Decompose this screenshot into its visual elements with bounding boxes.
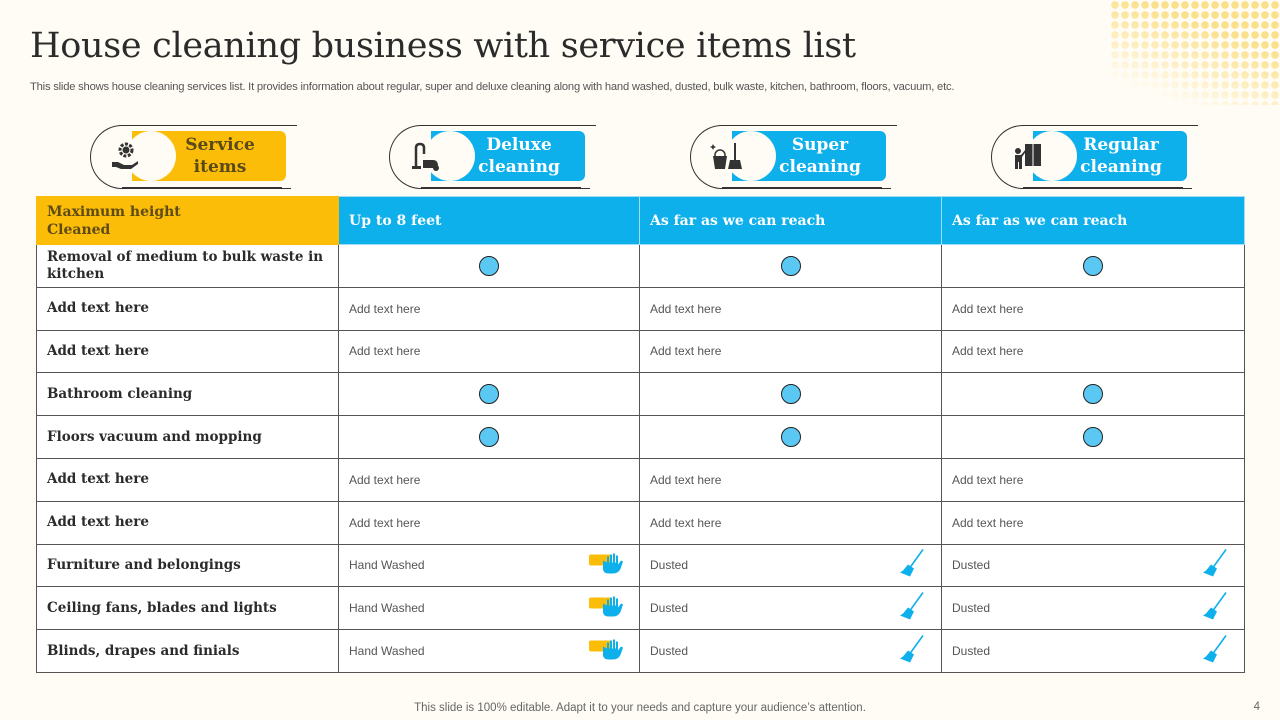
included-dot-cell: [338, 372, 640, 417]
table-cell: Dusted: [639, 543, 942, 588]
row-label: Ceiling fans, blades and lights: [36, 586, 339, 631]
window-cleaner-icon: [1005, 135, 1049, 179]
included-dot-icon: [780, 384, 801, 405]
broom-icon: [899, 635, 925, 668]
included-dot-icon: [780, 255, 801, 276]
table-cell: Add text here: [338, 286, 640, 331]
included-dot-cell: [639, 244, 942, 288]
table-header-row: Maximum height Cleaned Up to 8 feet As fa…: [36, 196, 1245, 245]
row-label: Add text here: [36, 329, 339, 374]
table-cell: Add text here: [639, 457, 942, 502]
included-dot-cell: [639, 372, 942, 417]
included-dot-icon: [1083, 255, 1103, 276]
included-dot-icon: [479, 384, 499, 405]
halftone-decoration: [1110, 0, 1280, 105]
row-label: Removal of medium to bulk waste in kitch…: [36, 244, 339, 288]
page-number: 4: [1253, 701, 1260, 713]
table-cell: Dusted: [941, 543, 1245, 588]
broom-icon: [1202, 592, 1228, 625]
included-dot-cell: [338, 244, 640, 288]
table-row: Ceiling fans, blades and lights Hand Wash…: [36, 586, 1245, 631]
table-row: Add text here Add text here Add text here A…: [36, 457, 1245, 502]
pill-regular-cleaning: Regular cleaning: [991, 125, 1198, 189]
row-label: Add text here: [36, 286, 339, 331]
hand-sponge-icon: [589, 596, 623, 621]
table-row: Add text here Add text here Add text here A…: [36, 329, 1245, 374]
header-regular: As far as we can reach: [941, 196, 1245, 245]
table-cell: Add text here: [338, 500, 640, 545]
table-cell: Add text here: [338, 457, 640, 502]
table-cell: Dusted: [639, 629, 942, 673]
header-super: As far as we can reach: [639, 196, 942, 245]
broom-icon: [899, 592, 925, 625]
table-cell: Add text here: [639, 329, 942, 374]
table-row: Bathroom cleaning: [36, 372, 1245, 417]
table-cell: Dusted: [941, 586, 1245, 631]
included-dot-icon: [1083, 384, 1103, 405]
table-cell: Add text here: [941, 457, 1245, 502]
pill-deluxe-cleaning: Deluxe cleaning: [389, 125, 596, 189]
table-cell: Add text here: [941, 286, 1245, 331]
row-label: Add text here: [36, 457, 339, 502]
header-max-height: Maximum height Cleaned: [36, 196, 339, 245]
included-dot-icon: [479, 427, 499, 448]
table-cell: Dusted: [639, 586, 942, 631]
included-dot-icon: [479, 255, 499, 276]
included-dot-cell: [941, 415, 1245, 459]
row-label: Bathroom cleaning: [36, 372, 339, 417]
table-cell: Dusted: [941, 629, 1245, 673]
table-row: Furniture and belongings Hand Washed Duste…: [36, 543, 1245, 588]
table-row: Floors vacuum and mopping: [36, 415, 1245, 459]
row-label: Floors vacuum and mopping: [36, 415, 339, 459]
page-subtitle: This slide shows house cleaning services…: [30, 81, 955, 93]
header-deluxe: Up to 8 feet: [338, 196, 640, 245]
broom-icon: [1202, 635, 1228, 668]
table-row: Blinds, drapes and finials Hand Washed Dus…: [36, 629, 1245, 673]
table-cell: Hand Washed: [338, 629, 640, 673]
table-cell: Add text here: [338, 329, 640, 374]
service-comparison-table: Maximum height Cleaned Up to 8 feet As fa…: [36, 196, 1245, 673]
included-dot-cell: [941, 372, 1245, 417]
hand-sponge-icon: [589, 553, 623, 578]
included-dot-cell: [941, 244, 1245, 288]
hand-gear-icon: [104, 135, 148, 179]
included-dot-icon: [780, 427, 801, 448]
broom-icon: [1202, 549, 1228, 582]
footer-note: This slide is 100% editable. Adapt it to…: [414, 702, 866, 714]
table-cell: Add text here: [941, 500, 1245, 545]
row-label: Blinds, drapes and finials: [36, 629, 339, 673]
table-cell: Add text here: [941, 329, 1245, 374]
included-dot-icon: [1083, 427, 1103, 448]
hand-sponge-icon: [589, 639, 623, 664]
pill-service-items: Service items: [90, 125, 297, 189]
broom-icon: [899, 549, 925, 582]
table-row: Add text here Add text here Add text here A…: [36, 500, 1245, 545]
row-label: Furniture and belongings: [36, 543, 339, 588]
table-cell: Hand Washed: [338, 586, 640, 631]
included-dot-cell: [639, 415, 942, 459]
table-cell: Add text here: [639, 286, 942, 331]
table-cell: Add text here: [639, 500, 942, 545]
vacuum-cleaner-icon: [403, 135, 447, 179]
table-cell: Hand Washed: [338, 543, 640, 588]
included-dot-cell: [338, 415, 640, 459]
row-label: Add text here: [36, 500, 339, 545]
bucket-broom-icon: [704, 135, 748, 179]
table-row: Removal of medium to bulk waste in kitch…: [36, 244, 1245, 288]
table-row: Add text here Add text here Add text here A…: [36, 286, 1245, 331]
pill-super-cleaning: Super cleaning: [690, 125, 897, 189]
page-title: House cleaning business with service ite…: [30, 26, 856, 66]
